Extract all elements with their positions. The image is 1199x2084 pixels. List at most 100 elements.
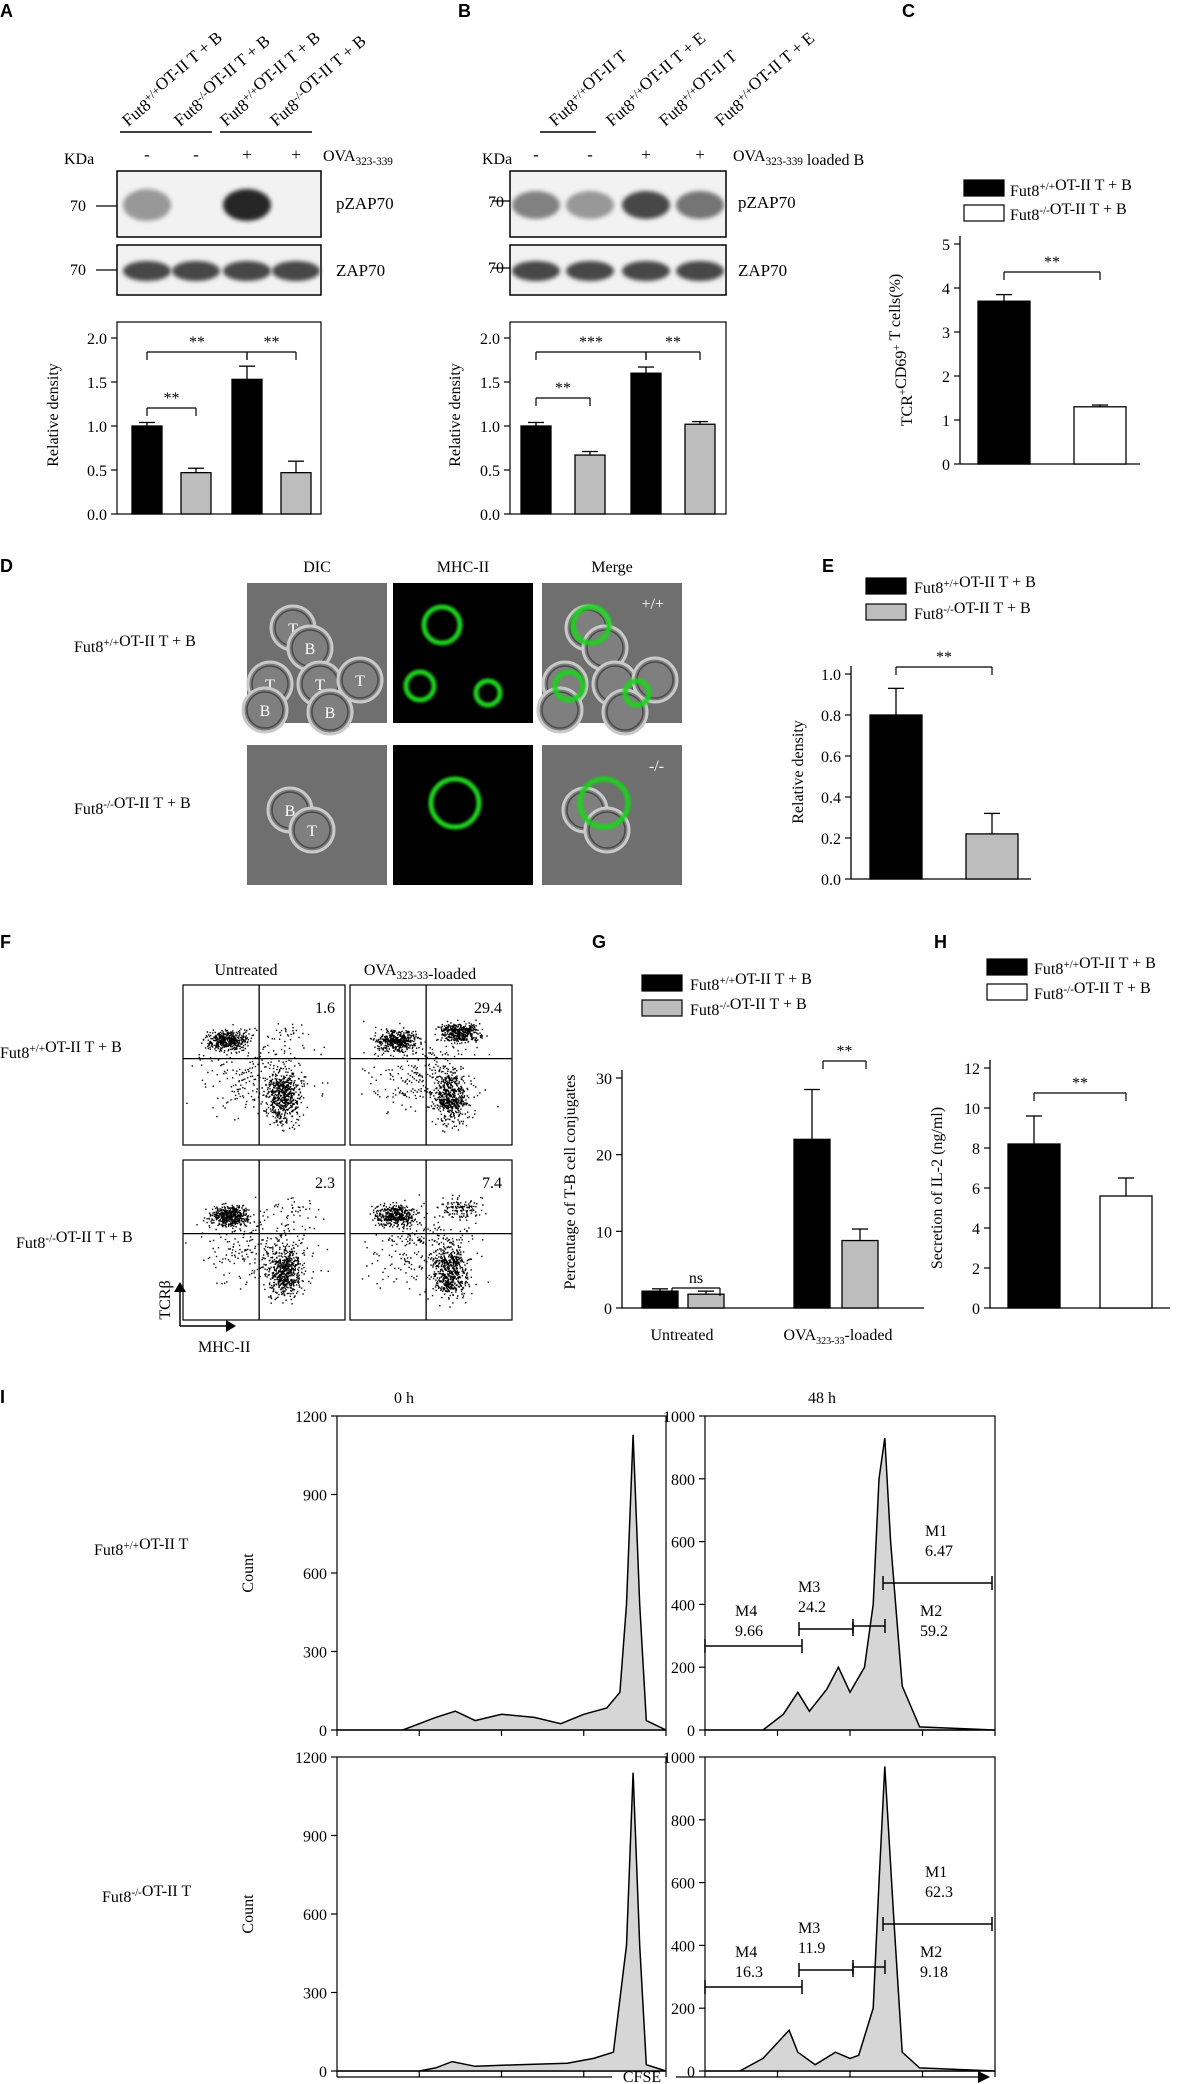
significance-label: ns [689, 1270, 703, 1287]
blot-band [566, 191, 614, 219]
y-tick-label: 900 [303, 1488, 327, 1505]
blot-band [676, 191, 724, 219]
bar [965, 833, 1019, 880]
y-tick-label: 0 [942, 457, 950, 474]
cell-membrane [246, 691, 284, 729]
flow-plot: 29.4 [349, 984, 513, 1146]
chart-C: 0 1 2 3 4 5 TCR+CD69+ T cells(%) ** [887, 236, 1140, 474]
y-tick-label: 1 [942, 413, 950, 430]
cell-membrane [293, 811, 331, 849]
cell [241, 686, 289, 734]
cell-label: B [305, 641, 316, 658]
quadrant-value: 29.4 [474, 1000, 502, 1017]
legend-label: Fut8-/-OT-II T + B [914, 600, 1031, 623]
bar [684, 423, 716, 515]
treatment-sign: + [291, 145, 301, 164]
fluorescence-signal [403, 669, 437, 703]
y-tick-label: 1.5 [87, 375, 107, 392]
legend-swatch [986, 983, 1028, 1001]
blot-band [512, 191, 560, 219]
quadrant-value: 1.6 [315, 1000, 335, 1017]
blot-label: pZAP70 [336, 194, 394, 213]
y-axis-label: Relative density [45, 363, 62, 467]
panel-label-c: C [902, 1, 915, 21]
fluorescence-signal [552, 669, 586, 703]
y-tick-label: 10 [596, 1224, 612, 1241]
legend-swatch [865, 577, 907, 595]
micrograph-dic: BT [247, 745, 387, 885]
gate-value: 11.9 [798, 1940, 825, 1957]
bar [520, 425, 552, 515]
y-tick-label: 0.5 [480, 463, 500, 480]
axis-label: CFSE [623, 2069, 661, 2084]
cell-label: T [307, 823, 317, 840]
y-tick-label: 400 [671, 1938, 695, 1955]
bar [687, 1293, 725, 1309]
significance-label: ** [936, 649, 952, 666]
gate-name: M2 [920, 1944, 942, 1961]
cell-membrane [541, 691, 579, 729]
y-tick-label: 600 [671, 1535, 695, 1552]
micrograph-merge: -/- [542, 745, 682, 885]
blot-label: ZAP70 [738, 261, 787, 280]
y-tick-label: 200 [671, 1660, 695, 1677]
y-tick-label: 1200 [295, 1409, 327, 1426]
arrow-head [978, 2071, 990, 2083]
legend-swatch [865, 603, 907, 621]
cell-label: B [260, 703, 271, 720]
fluorescence-signal [428, 776, 482, 830]
plot-frame [182, 1159, 346, 1321]
gate-value: 9.18 [920, 1964, 948, 1981]
panel-label-a: A [0, 1, 13, 21]
gate-markers: M1 6.47 M2 59.2 M3 24.2 M4 9.66 [704, 1523, 993, 1653]
treatment-sign: + [242, 145, 252, 164]
significance-label: ** [665, 334, 681, 351]
cell-membrane [311, 693, 349, 731]
treatment-sign: - [193, 145, 199, 164]
micrograph-mhc-ii [393, 745, 533, 885]
micrograph-background [393, 745, 533, 885]
bar [280, 471, 312, 515]
blot-band [622, 191, 670, 219]
chart-A: 0.0 0.5 1.0 1.5 2.0 Relative density ** ** ** [45, 321, 322, 524]
axis-label: MHC-II [198, 1339, 250, 1356]
bar [231, 378, 263, 515]
y-tick-label: 1.0 [821, 667, 841, 684]
histogram-plot: 03006009001200100102104106108 [295, 1750, 677, 2084]
event-dots [186, 1023, 329, 1132]
fluorescence-signal [577, 776, 631, 830]
panel-label-g: G [592, 932, 606, 952]
column-header: 0 h [394, 1390, 414, 1407]
y-tick-label: 200 [671, 2001, 695, 2018]
panel-label-e: E [822, 556, 834, 576]
y-tick-label: 0 [687, 1723, 695, 1740]
micrograph-background [393, 583, 533, 723]
fluorescence-signal [622, 678, 652, 708]
y-tick-label: 5 [942, 237, 950, 254]
y-tick-label: 12 [964, 1061, 980, 1078]
cell [336, 656, 384, 704]
plot-frame [349, 984, 513, 1146]
y-tick-label: 0.0 [87, 507, 107, 524]
fluorescence-signal [570, 604, 612, 646]
blot-band [123, 189, 171, 221]
x-tick-label: Untreated [650, 1327, 713, 1344]
blot-band [223, 261, 271, 281]
chart-H: 0 2 4 6 8 10 12 Secretion of IL-2 (ng/ml) ** [929, 1060, 1170, 1318]
column-header: Merge [591, 559, 632, 576]
significance-label: ** [837, 1043, 853, 1060]
y-tick-label: 10 [964, 1101, 980, 1118]
legend-label: Fut8-/-OT-II T + B [1010, 201, 1127, 224]
plot-frame [704, 1415, 996, 1731]
gate-value: 62.3 [925, 1884, 953, 1901]
blot-band [512, 261, 560, 281]
blot-zap70-b [509, 244, 727, 296]
y-tick-label: 0 [687, 2064, 695, 2081]
y-axis-label: Secretion of IL-2 (ng/ml) [929, 1107, 946, 1269]
row-label: Fut8+/+OT-II T [94, 1536, 189, 1559]
cell-membrane [588, 811, 626, 849]
legend-label: Fut8+/+OT-II T + B [1034, 955, 1156, 978]
gate-value: 9.66 [735, 1623, 763, 1640]
y-tick-label: 20 [596, 1148, 612, 1165]
